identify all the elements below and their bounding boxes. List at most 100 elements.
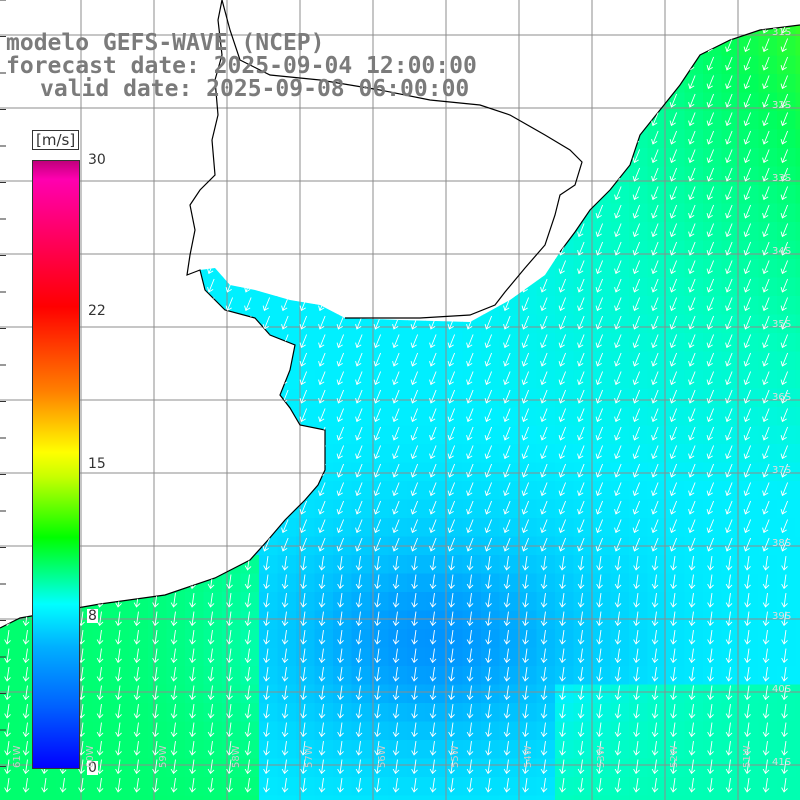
wind-arrow: [521, 389, 530, 404]
wind-arrow: [595, 93, 604, 108]
field-cell: [647, 573, 667, 593]
field-cell: [592, 555, 611, 574]
wind-arrow: [651, 315, 659, 330]
wind-arrow: [781, 704, 788, 719]
field-cell: [647, 777, 667, 796]
field-cell: [721, 758, 741, 778]
wind-arrow: [521, 519, 530, 534]
field-cell: [407, 647, 426, 667]
wind-arrow: [206, 0, 217, 15]
wind-arrow: [688, 25, 696, 34]
wind-arrow: [318, 611, 326, 627]
field-cell: [166, 777, 186, 796]
field-cell: [351, 407, 371, 426]
lat-label: 36S: [772, 392, 792, 403]
field-cell: [555, 0, 574, 19]
field-cell: [351, 573, 371, 593]
wind-arrow: [448, 759, 455, 775]
field-cell: [129, 573, 149, 593]
wind-arrow: [96, 204, 104, 219]
field-cell: [684, 314, 704, 334]
wind-arrow: [151, 297, 160, 312]
field-cell: [185, 647, 204, 667]
wind-arrow: [337, 648, 344, 664]
wind-arrow: [207, 389, 215, 404]
field-cell: [740, 240, 759, 260]
wind-arrow: [725, 648, 733, 664]
field-cell: [37, 795, 56, 800]
field-cell: [610, 703, 630, 722]
field-cell: [536, 573, 556, 593]
field-cell: [277, 647, 297, 667]
wind-arrow: [244, 667, 252, 682]
field-cell: [351, 555, 371, 574]
wind-arrow: [540, 648, 548, 664]
wind-arrow: [503, 93, 511, 108]
field-cell: [222, 684, 241, 704]
field-cell: [148, 277, 167, 297]
field-cell: [666, 129, 685, 149]
field-cell: [425, 777, 445, 796]
wind-arrow: [614, 112, 622, 127]
field-cell: [388, 425, 408, 445]
wind-arrow: [688, 463, 696, 478]
field-cell: [370, 666, 389, 685]
wind-arrow: [540, 685, 548, 701]
field-cell: [666, 37, 685, 56]
field-cell: [777, 555, 796, 574]
wind-arrow: [466, 648, 474, 664]
field-cell: [592, 351, 611, 371]
wind-arrow: [595, 0, 606, 15]
field-cell: [259, 721, 278, 741]
wind-arrow: [373, 186, 382, 201]
field-cell: [296, 555, 315, 574]
field-cell: [203, 444, 223, 463]
wind-arrow: [485, 593, 492, 608]
wind-arrow: [448, 722, 455, 738]
wind-arrow: [780, 537, 789, 552]
wind-arrow: [392, 297, 400, 312]
field-cell: [629, 55, 648, 75]
wind-arrow: [188, 130, 197, 145]
wind-arrow: [577, 25, 585, 34]
field-cell: [166, 129, 186, 149]
wind-arrow: [318, 315, 326, 330]
field-cell: [629, 185, 648, 204]
field-cell: [684, 351, 704, 371]
field-cell: [0, 444, 19, 463]
field-cell: [610, 277, 630, 297]
field-cell: [740, 370, 759, 389]
wind-arrow: [281, 593, 289, 608]
field-cell: [277, 555, 297, 574]
field-cell: [518, 277, 537, 297]
field-cell: [629, 740, 648, 759]
field-cell: [129, 296, 149, 315]
field-cell: [148, 499, 167, 519]
wind-arrow: [688, 611, 696, 627]
wind-arrow: [577, 75, 585, 90]
field-cell: [18, 795, 38, 800]
field-cell: [462, 203, 482, 223]
field-cell: [499, 314, 519, 334]
field-cell: [610, 92, 630, 112]
field-cell: [573, 740, 593, 759]
field-cell: [425, 240, 445, 260]
wind-arrow: [596, 556, 603, 571]
wind-arrow: [22, 648, 30, 664]
wind-arrow: [485, 630, 492, 645]
wind-arrow: [318, 186, 326, 201]
field-cell: [129, 203, 149, 223]
field-cell: [740, 462, 759, 482]
field-cell: [296, 222, 315, 241]
field-cell: [166, 573, 186, 593]
wind-arrow: [540, 334, 548, 349]
wind-arrow: [262, 149, 271, 164]
field-cell: [777, 629, 796, 648]
wind-arrow: [744, 704, 751, 719]
wind-arrow: [522, 667, 529, 682]
field-cell: [795, 592, 800, 611]
wind-arrow: [632, 352, 641, 367]
field-cell: [647, 795, 667, 800]
field-cell: [703, 351, 722, 371]
